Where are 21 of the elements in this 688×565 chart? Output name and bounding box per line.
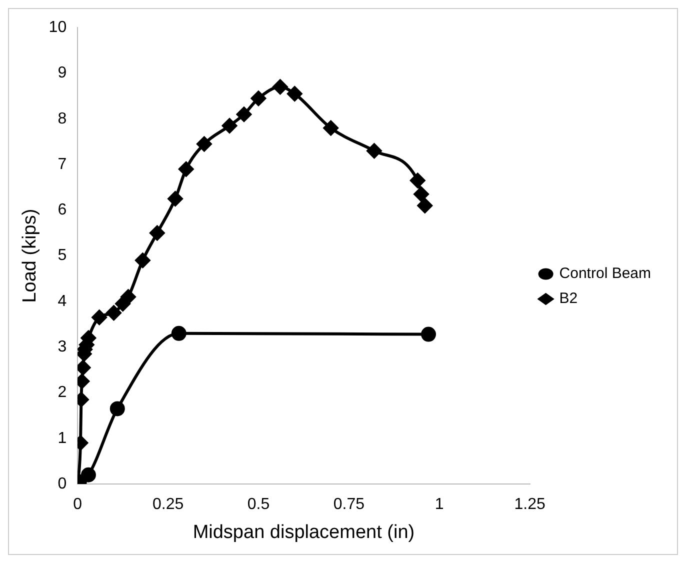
x-tick-label: 0.5 bbox=[247, 496, 270, 514]
y-tick-label: 9 bbox=[58, 64, 67, 82]
y-tick-label: 1 bbox=[58, 430, 67, 447]
legend-label: Control Beam bbox=[559, 265, 652, 282]
y-tick-label: 3 bbox=[58, 338, 67, 356]
y-tick-label: 7 bbox=[58, 156, 67, 173]
y-tick-label: 10 bbox=[48, 19, 67, 36]
x-tick-label: 0.25 bbox=[152, 496, 184, 514]
x-tick-label: 0.75 bbox=[333, 496, 365, 514]
x-axis-title: Midspan displacement (in) bbox=[192, 522, 415, 543]
legend-label: B2 bbox=[559, 290, 578, 308]
y-tick-label: 4 bbox=[58, 292, 67, 310]
y-axis-title: Load (kips) bbox=[20, 208, 41, 303]
y-tick-label: 6 bbox=[58, 202, 67, 219]
y-tick-label: 0 bbox=[58, 475, 67, 492]
x-tick-label: 1 bbox=[434, 496, 444, 514]
y-tick-label: 8 bbox=[58, 110, 67, 128]
y-tick-label: 5 bbox=[58, 247, 67, 264]
x-tick-label: 0 bbox=[73, 496, 82, 514]
y-tick-label: 2 bbox=[58, 384, 67, 402]
x-tick-label: 1.25 bbox=[514, 496, 546, 514]
